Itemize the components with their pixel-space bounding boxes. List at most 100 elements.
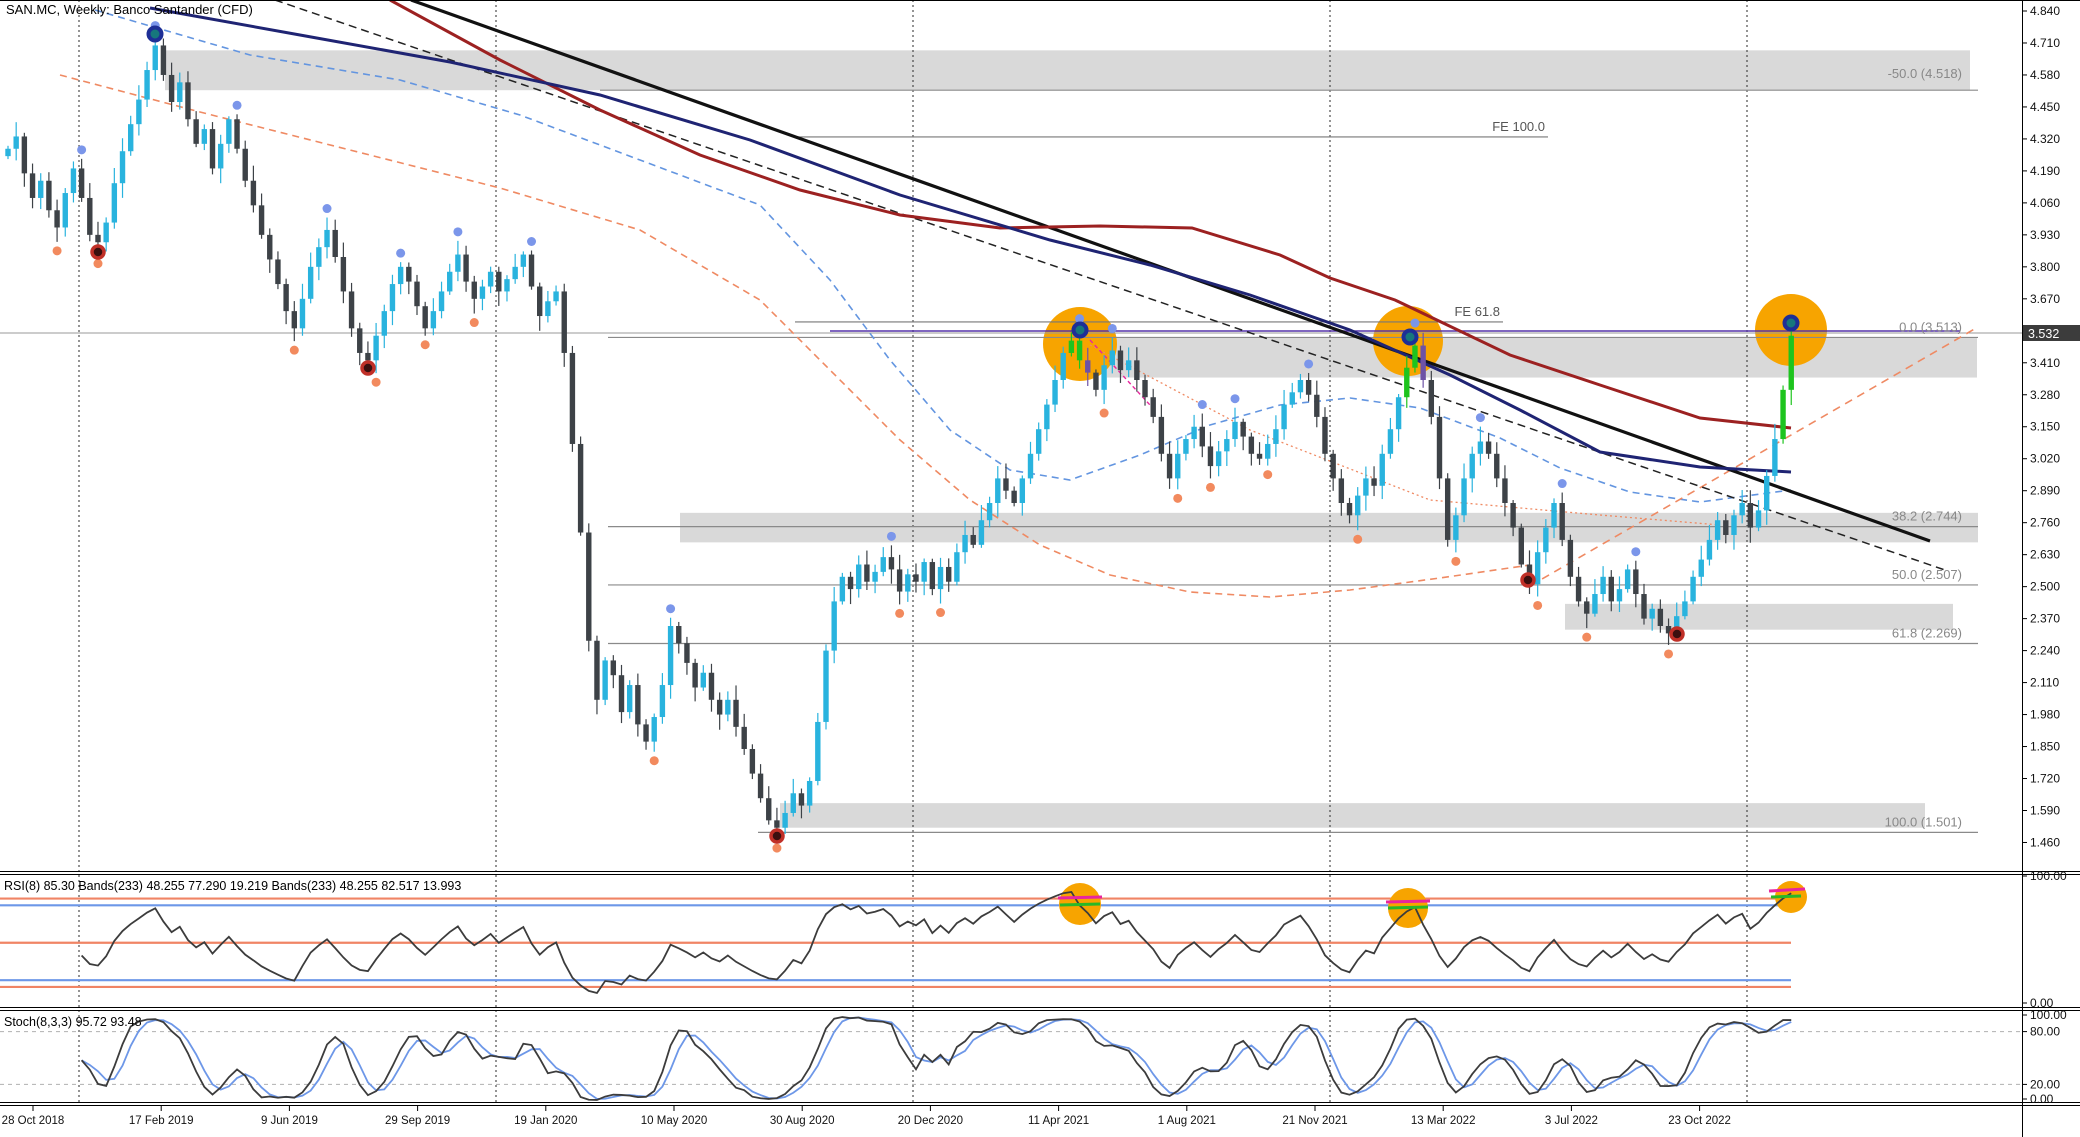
candle-body <box>365 352 371 361</box>
date-tick-label[interactable]: 13 Mar 2022 <box>1411 1115 1476 1127</box>
candle-body <box>520 254 527 267</box>
candle-body <box>1494 453 1500 479</box>
candle-body <box>1723 520 1729 535</box>
date-tick-label[interactable]: 17 Feb 2019 <box>129 1115 194 1127</box>
date-tick-label[interactable]: 20 Dec 2020 <box>898 1115 963 1127</box>
candle-body <box>70 168 77 194</box>
fractal-up-dot <box>1475 413 1485 423</box>
candle-body <box>455 254 461 272</box>
price-tick-label: 2.240 <box>2030 644 2060 658</box>
date-tick-label[interactable]: 11 Apr 2021 <box>1028 1115 1089 1127</box>
fractal-down-dot <box>52 246 62 256</box>
date-tick-label[interactable]: 19 Jan 2020 <box>514 1115 577 1127</box>
fractal-up-dot <box>396 248 406 258</box>
candle-body <box>87 197 93 235</box>
candle-body <box>1003 478 1009 491</box>
swing-low-marker <box>90 244 106 260</box>
fractal-up-dot <box>1197 400 1207 410</box>
candle-body <box>1788 335 1794 390</box>
candle-body <box>1518 527 1524 565</box>
candle-body <box>307 266 314 299</box>
date-tick-label[interactable]: 23 Oct 2022 <box>1668 1115 1731 1127</box>
candle-body <box>1199 426 1205 447</box>
candle-body <box>1109 350 1115 366</box>
date-tick-label[interactable]: 28 Oct 2018 <box>2 1115 65 1127</box>
candle-body <box>357 328 363 353</box>
candle-body <box>725 699 731 715</box>
candle-body <box>766 798 772 821</box>
candle-body <box>1543 527 1549 553</box>
fractal-up-dot <box>1410 318 1420 328</box>
candle-body <box>1011 490 1017 503</box>
candle-body <box>1027 453 1034 479</box>
candle-body <box>937 566 944 590</box>
candle-body <box>1764 475 1770 511</box>
candle-body <box>741 726 747 749</box>
candle-body <box>929 562 936 590</box>
candle-body <box>962 534 968 553</box>
candle-body <box>209 129 216 169</box>
candle-body <box>1551 503 1557 528</box>
price-tick-label: 4.840 <box>2030 4 2060 18</box>
fractal-up-dot <box>1230 394 1240 404</box>
fractal-up-dot <box>1631 547 1641 557</box>
candle-body <box>1575 576 1582 602</box>
date-tick-label[interactable]: 3 Jul 2022 <box>1545 1115 1598 1127</box>
date-tick-label[interactable]: 9 Jun 2019 <box>261 1115 318 1127</box>
date-tick-label[interactable]: 30 Aug 2020 <box>770 1115 835 1127</box>
candle-body <box>1093 372 1099 390</box>
candle-body <box>1232 421 1238 440</box>
price-tick-label: 2.630 <box>2030 548 2060 562</box>
price-tick-label: 3.930 <box>2030 228 2060 242</box>
candle-body <box>463 254 469 282</box>
ma-salmon-dashed <box>59 74 1531 598</box>
chart-title: SAN.MC, Weekly: Banco Santander (CFD) <box>6 2 253 17</box>
rsi-indicator-label: RSI(8) 85.30 Bands(233) 48.255 77.290 19… <box>4 879 461 893</box>
candle-body <box>1772 439 1778 476</box>
stoch-axis-label: 100.00 <box>2030 1008 2067 1022</box>
candle-body <box>610 660 617 676</box>
fib-zone <box>680 512 1978 543</box>
candle-body <box>406 266 412 282</box>
candle-body <box>1183 439 1189 454</box>
candle-body <box>193 119 199 144</box>
fractal-down-dot <box>895 608 905 618</box>
candle-body <box>1076 340 1083 361</box>
candle-body <box>1387 429 1394 454</box>
price-tick-label: 4.580 <box>2030 68 2060 82</box>
candle-body <box>896 569 903 592</box>
candle-body <box>872 571 878 582</box>
candle-body <box>1338 478 1345 503</box>
candle-body <box>1297 380 1304 393</box>
date-tick-label[interactable]: 21 Nov 2021 <box>1282 1115 1347 1127</box>
price-tick-label: 3.020 <box>2030 452 2060 466</box>
fractal-down-dot <box>772 843 782 853</box>
candle-body <box>1322 416 1328 454</box>
candle-body <box>921 562 927 582</box>
candle-body <box>1665 626 1672 634</box>
candle-body <box>1191 426 1197 440</box>
fractal-down-dot <box>936 608 946 618</box>
candle-body <box>504 279 510 292</box>
candle-body <box>1624 569 1631 590</box>
fractal-up-dot <box>322 204 332 214</box>
candle-body <box>1060 352 1066 380</box>
swing-low-marker <box>769 828 785 844</box>
date-tick-label[interactable]: 1 Aug 2021 <box>1158 1115 1216 1127</box>
date-tick-label[interactable]: 10 May 2020 <box>641 1115 708 1127</box>
candle-body <box>626 685 633 713</box>
candle-body <box>561 291 567 353</box>
date-tick-label[interactable]: 29 Sep 2019 <box>385 1115 450 1127</box>
price-tick-label: 2.500 <box>2030 580 2060 594</box>
candle-body <box>1305 380 1312 395</box>
candle-body <box>847 576 854 590</box>
candle-body <box>643 724 649 742</box>
candle-body <box>970 534 976 545</box>
candle-body <box>823 650 829 722</box>
candle-body <box>1641 594 1647 619</box>
plot-area[interactable] <box>0 0 2022 1104</box>
candle-body <box>1314 394 1320 417</box>
candle-body <box>144 70 150 100</box>
